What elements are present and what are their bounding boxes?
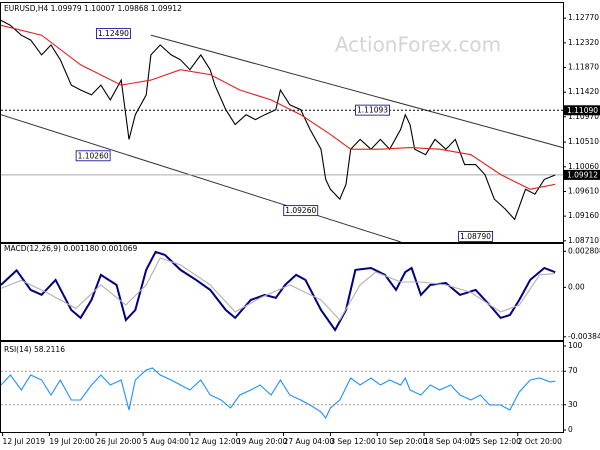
- x-tick-label: 26 Jul 20:00: [96, 437, 141, 446]
- x-tick-label: 5 Aug 04:00: [143, 437, 189, 446]
- axis-price-box: [564, 105, 600, 116]
- axis-price-box: [564, 169, 600, 180]
- price-label-box: [458, 231, 493, 242]
- y-tick-label: 1.12320: [568, 38, 599, 47]
- x-tick-label: 19 Jul 20:00: [49, 437, 94, 446]
- price-label: 1.12490: [98, 29, 129, 38]
- watermark: ActionForex.com: [335, 33, 501, 57]
- series-line: [0, 367, 556, 420]
- x-tick-label: 3 Sep 12:00: [330, 437, 376, 446]
- price-label-box: [283, 205, 319, 217]
- axis-price-label: 1.11090: [567, 106, 598, 115]
- x-tick-label: 18 Sep 04:00: [424, 437, 474, 446]
- price-label-box: [75, 150, 111, 162]
- price-label: 1.11093: [357, 106, 388, 115]
- y-tick-label: 1.09160: [568, 211, 599, 220]
- x-tick-label: 12 Aug 12:00: [190, 437, 241, 446]
- x-tick-label: 27 Aug 04:00: [284, 437, 335, 446]
- channel-line: [150, 34, 564, 149]
- y-tick-label: 1.09610: [568, 186, 599, 195]
- pane-title: MACD(12,26,9) 0.001180 0.001069: [4, 244, 138, 253]
- y-tick-label: 1.11420: [568, 87, 599, 96]
- price-label: 1.09260: [285, 206, 316, 215]
- macd-pane: [0, 243, 564, 341]
- y-tick-label: 30: [568, 400, 578, 409]
- x-tick-label: 19 Aug 20:00: [237, 437, 288, 446]
- x-tick-label: 2 Oct 20:00: [518, 437, 562, 446]
- price-label-box: [355, 104, 390, 116]
- pane-title: EURUSD,H4 1.09979 1.10007 1.09868 1.0991…: [4, 4, 182, 13]
- y-tick-label: 1.11870: [568, 63, 599, 72]
- x-tick-label: 12 Jul 2019: [3, 437, 46, 446]
- y-tick-label: 0.00: [568, 282, 585, 291]
- pane-title: RSI(14) 58.2116: [4, 345, 65, 354]
- series-line: [0, 257, 556, 321]
- series-line: [0, 24, 556, 190]
- rsi-pane: [0, 341, 564, 433]
- y-tick-label: 1.10970: [568, 112, 599, 121]
- y-tick-label: -0.003848: [568, 332, 600, 341]
- y-tick-label: 1.10060: [568, 162, 599, 171]
- y-tick-label: 0.002808: [568, 246, 600, 255]
- price-label: 1.10260: [78, 151, 109, 160]
- channel-line: [0, 114, 401, 243]
- series-line: [0, 19, 556, 221]
- price-label: 1.08790: [460, 232, 491, 241]
- x-tick-label: 10 Sep 20:00: [377, 437, 427, 446]
- y-tick-label: 0: [568, 425, 573, 434]
- y-tick-label: 1.10510: [568, 137, 599, 146]
- axis-price-label: 1.09912: [567, 170, 598, 179]
- y-tick-label: 1.08710: [568, 236, 599, 245]
- price-label-box: [96, 28, 131, 39]
- x-tick-label: 25 Sep 12:00: [471, 437, 521, 446]
- y-tick-label: 70: [568, 366, 578, 375]
- y-tick-label: 100: [568, 341, 583, 350]
- series-line: [0, 250, 556, 332]
- y-tick-label: 1.12770: [568, 13, 599, 22]
